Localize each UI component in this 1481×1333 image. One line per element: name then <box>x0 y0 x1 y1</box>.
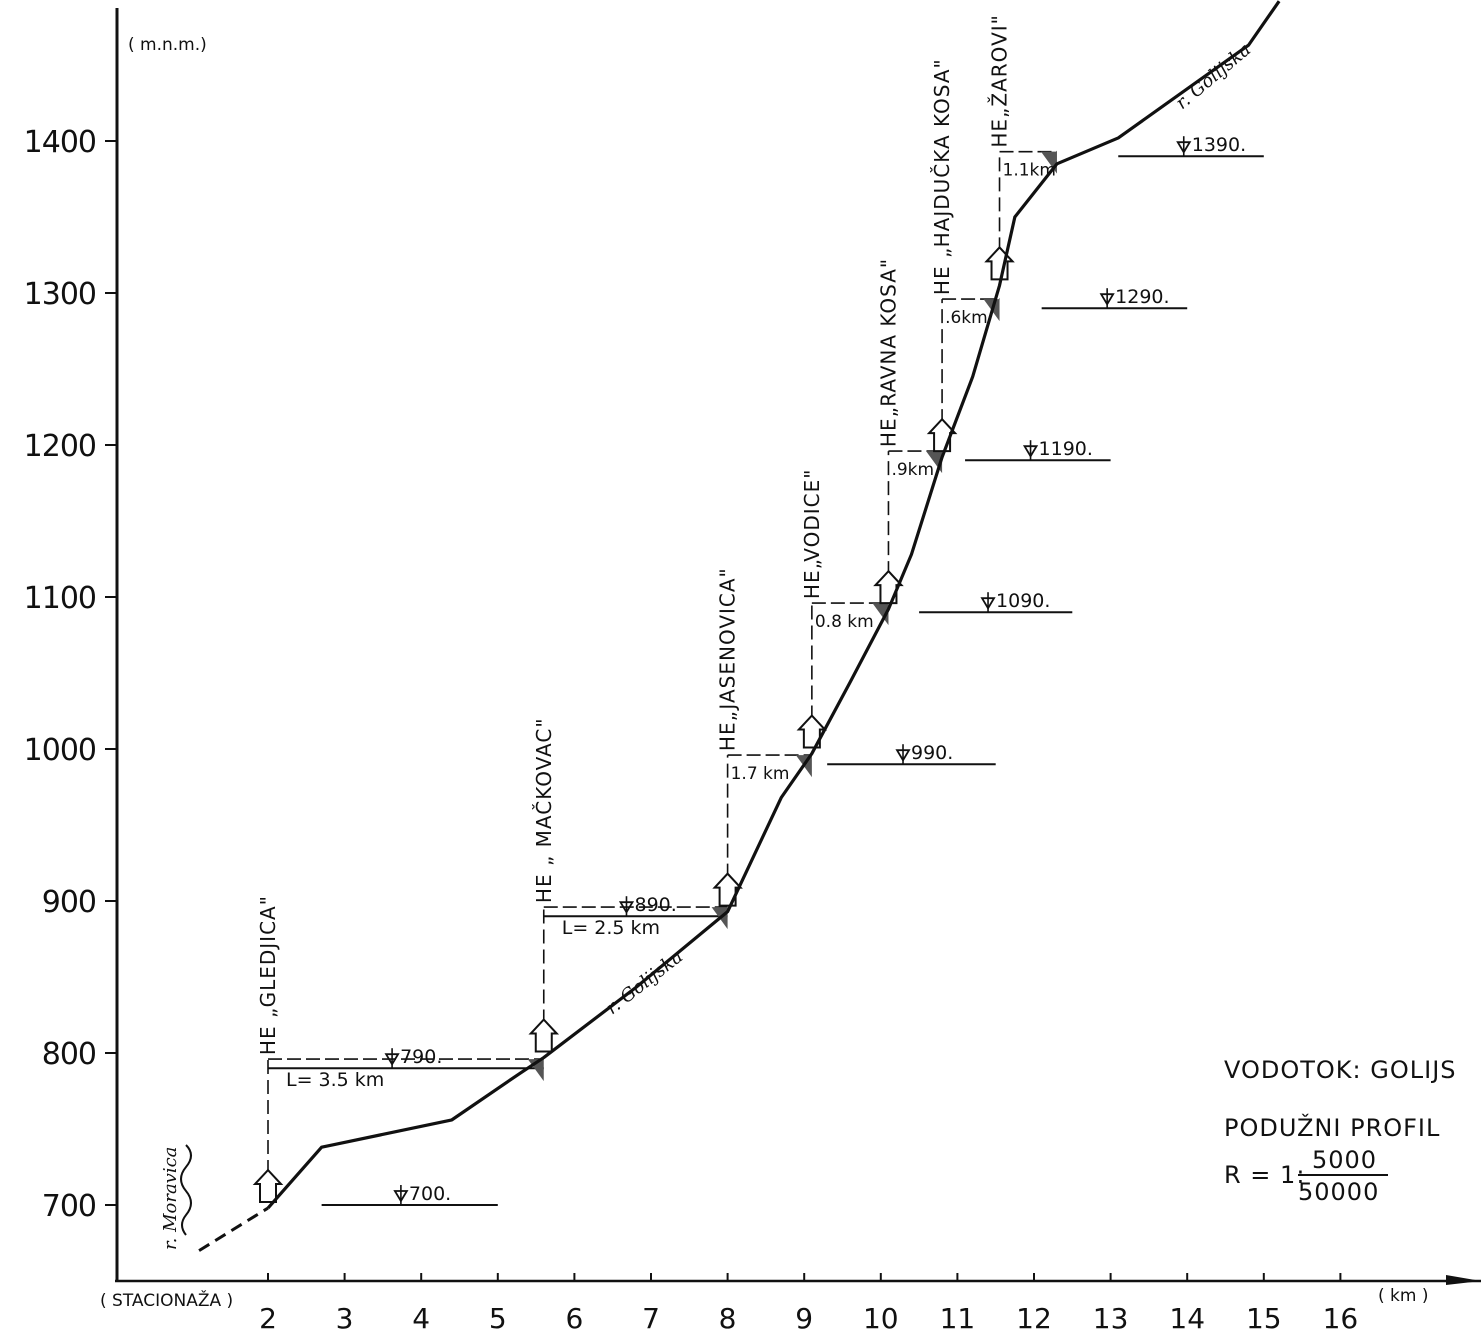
y-tick-label: 1200 <box>24 429 96 464</box>
reference-level-label: 890. <box>634 894 676 916</box>
plant-reach-label: 1.7 km <box>731 764 790 784</box>
river-golijska-label-1: r. Golijska <box>602 946 687 1019</box>
y-tick-label: 1000 <box>24 733 96 768</box>
x-tick-label: 8 <box>719 1302 737 1333</box>
y-tick-label: 1100 <box>24 581 96 616</box>
x-tick-label: 5 <box>489 1302 507 1333</box>
reference-levels: 700. 790. 890. 990. 1090. 1190. 1290. 1390. <box>268 134 1264 1206</box>
x-tick-label: 13 <box>1093 1302 1129 1333</box>
power-plants: HE „GLEDJICA" L= 3.5 km HE „ MAČKOVAC" L= 2… <box>252 14 1057 1204</box>
plant-reach-label: .6km <box>945 308 988 328</box>
river-moravica-label: r. Moravica <box>160 1147 181 1250</box>
reference-level-label: 1190. <box>1039 438 1093 460</box>
x-tick-label: 15 <box>1246 1302 1282 1333</box>
x-tick-label: 6 <box>565 1302 583 1333</box>
caption-block: VODOTOK: GOLIJS PODUŽNI PROFIL R = 1: 50… <box>1224 1056 1457 1206</box>
x-tick-labels: 2 3 4 5 6 7 8 9 10 11 12 13 14 15 16 <box>259 1273 1358 1333</box>
profile-line-dashed <box>198 1206 269 1252</box>
caption-line-1: VODOTOK: GOLIJS <box>1224 1056 1457 1084</box>
reference-level-label: 700. <box>409 1183 451 1205</box>
x-tick-label: 14 <box>1169 1302 1205 1333</box>
y-tick-label: 700 <box>42 1189 96 1224</box>
y-tick-label: 1400 <box>24 125 96 160</box>
y-tick-label: 800 <box>42 1037 96 1072</box>
reference-level-label: 1390. <box>1192 134 1246 156</box>
x-tick-label: 3 <box>336 1302 354 1333</box>
river-profile <box>198 0 1281 1252</box>
caption-line-2: PODUŽNI PROFIL <box>1224 1113 1440 1142</box>
reference-level-label: 1090. <box>996 590 1050 612</box>
y-tick-labels: 700 800 900 1000 1100 1200 1300 1400 <box>24 125 117 1224</box>
plant-name-label: HE „ MAČKOVAC" <box>532 717 556 903</box>
x-tick-label: 11 <box>940 1302 976 1333</box>
plant-name-label: HE„RAVNA KOSA" <box>876 258 900 447</box>
y-tick-label: 900 <box>42 885 96 920</box>
reference-level-label: 790. <box>400 1046 442 1068</box>
river-moravica-mark <box>180 1144 192 1236</box>
x-tick-label: 4 <box>412 1302 430 1333</box>
y-tick-label: 1300 <box>24 277 96 312</box>
plant-name-label: HE„JASENOVICA" <box>716 567 740 751</box>
plant-reach-label: 1.1km <box>1003 161 1056 181</box>
plant-reach-label: L= 2.5 km <box>562 917 660 939</box>
caption-scale-prefix: R = 1: <box>1224 1161 1305 1189</box>
x-axis-arrow <box>1446 1275 1481 1285</box>
plant-reach-label: L= 3.5 km <box>286 1069 384 1091</box>
x-tick-label: 10 <box>863 1302 899 1333</box>
profile-line <box>266 0 1281 1210</box>
x-tick-label: 16 <box>1323 1302 1359 1333</box>
x-tick-label: 2 <box>259 1302 277 1333</box>
x-axis-unit-label: ( km ) <box>1378 1286 1428 1306</box>
plant-arrow-icon <box>528 1018 560 1053</box>
x-tick-label: 7 <box>642 1302 660 1333</box>
plant-arrow-icon <box>796 714 828 749</box>
x-tick-label: 9 <box>795 1302 813 1333</box>
plant-name-label: HE„VODICE" <box>800 469 824 600</box>
plant-name-label: HE „GLEDJICA" <box>256 895 280 1055</box>
reference-level-label: 990. <box>911 742 953 764</box>
plant-reach-label: .9km <box>891 460 934 480</box>
plant-reach-label: 0.8 km <box>815 612 874 632</box>
caption-scale-numerator: 5000 <box>1312 1146 1377 1174</box>
caption-scale-denominator: 50000 <box>1298 1178 1379 1206</box>
x-axis-station-label: ( STACIONAŽA ) <box>100 1289 233 1311</box>
plant-arrow-icon <box>984 245 1015 281</box>
river-golijska-label-2: r. Golijska <box>1172 39 1255 114</box>
y-axis-unit-label: ( m.n.m.) <box>128 35 207 55</box>
x-tick-label: 12 <box>1016 1302 1052 1333</box>
reference-level-label: 1290. <box>1115 286 1169 308</box>
plant-name-label: HE„ŽAROVI" <box>988 14 1012 148</box>
plant-name-label: HE „HAJDUČKA KOSA" <box>930 58 954 295</box>
